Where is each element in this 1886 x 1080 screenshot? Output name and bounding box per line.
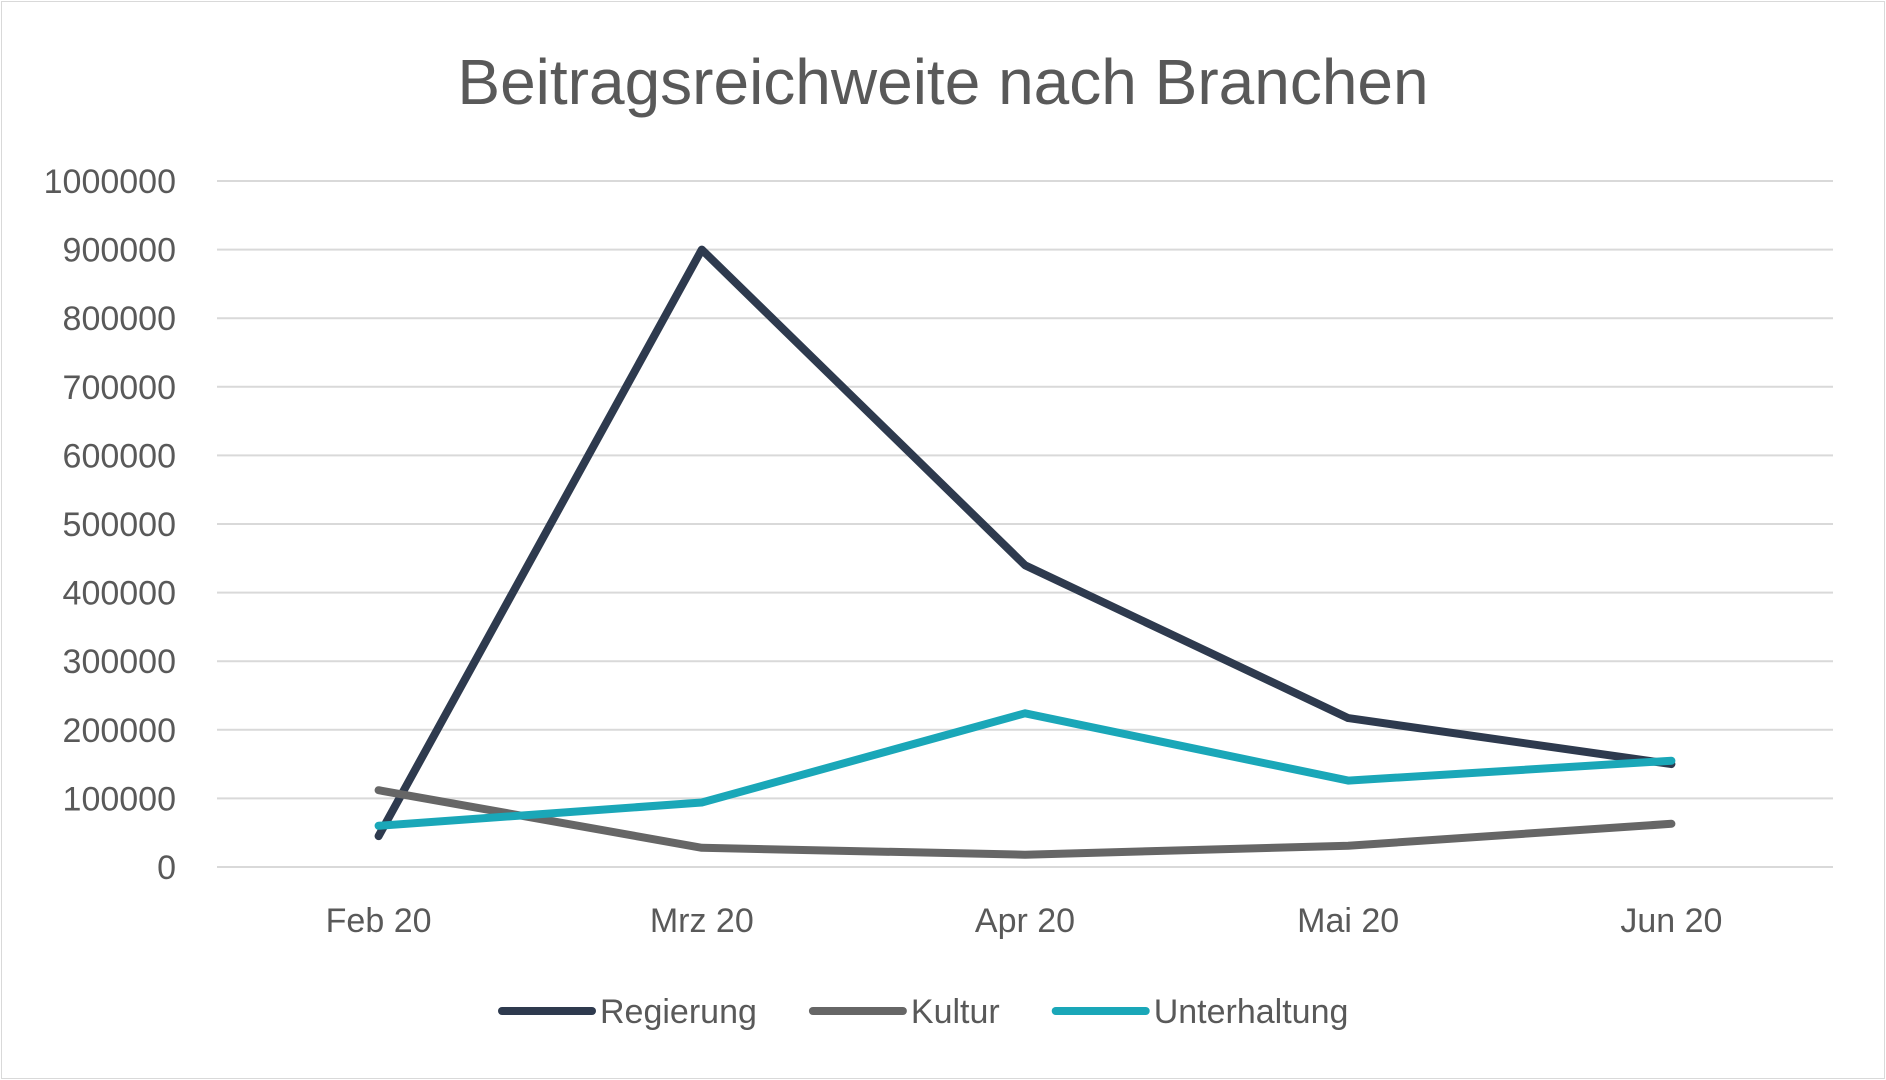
x-tick-label: Apr 20 (975, 902, 1075, 940)
y-tick-label: 400000 (63, 575, 176, 613)
x-tick-label: Feb 20 (326, 902, 432, 940)
y-tick-label: 1000000 (44, 163, 176, 201)
y-tick-label: 500000 (63, 506, 176, 544)
y-tick-label: 100000 (63, 780, 176, 818)
y-tick-label: 200000 (63, 712, 176, 750)
legend-label-regierung: Regierung (600, 993, 757, 1031)
x-tick-label: Mai 20 (1297, 902, 1399, 940)
series-line-unterhaltung (374, 709, 1676, 830)
y-tick-label: 300000 (63, 643, 176, 681)
x-tick-label: Mrz 20 (650, 902, 754, 940)
legend-label-kultur: Kultur (911, 993, 1000, 1031)
x-axis: Feb 20 Mrz 20 Apr 20 Mai 20 Jun 20 (326, 902, 1723, 940)
y-tick-label: 900000 (63, 232, 176, 270)
series-line-regierung (374, 245, 1676, 841)
series-line-kultur (374, 786, 1676, 859)
chart-title: Beitragsreichweite nach Branchen (457, 46, 1428, 118)
series-lines (374, 245, 1676, 859)
y-tick-label: 600000 (63, 437, 176, 475)
x-tick-label: Jun 20 (1620, 902, 1722, 940)
legend-label-unterhaltung: Unterhaltung (1154, 993, 1349, 1031)
y-tick-label: 700000 (63, 369, 176, 407)
y-tick-label: 0 (157, 849, 176, 887)
legend: Regierung Kultur Unterhaltung (498, 993, 1349, 1031)
y-tick-label: 800000 (63, 300, 176, 338)
y-axis: 0 100000 200000 300000 400000 500000 600000 700… (44, 163, 176, 887)
grid-lines (217, 180, 1833, 868)
